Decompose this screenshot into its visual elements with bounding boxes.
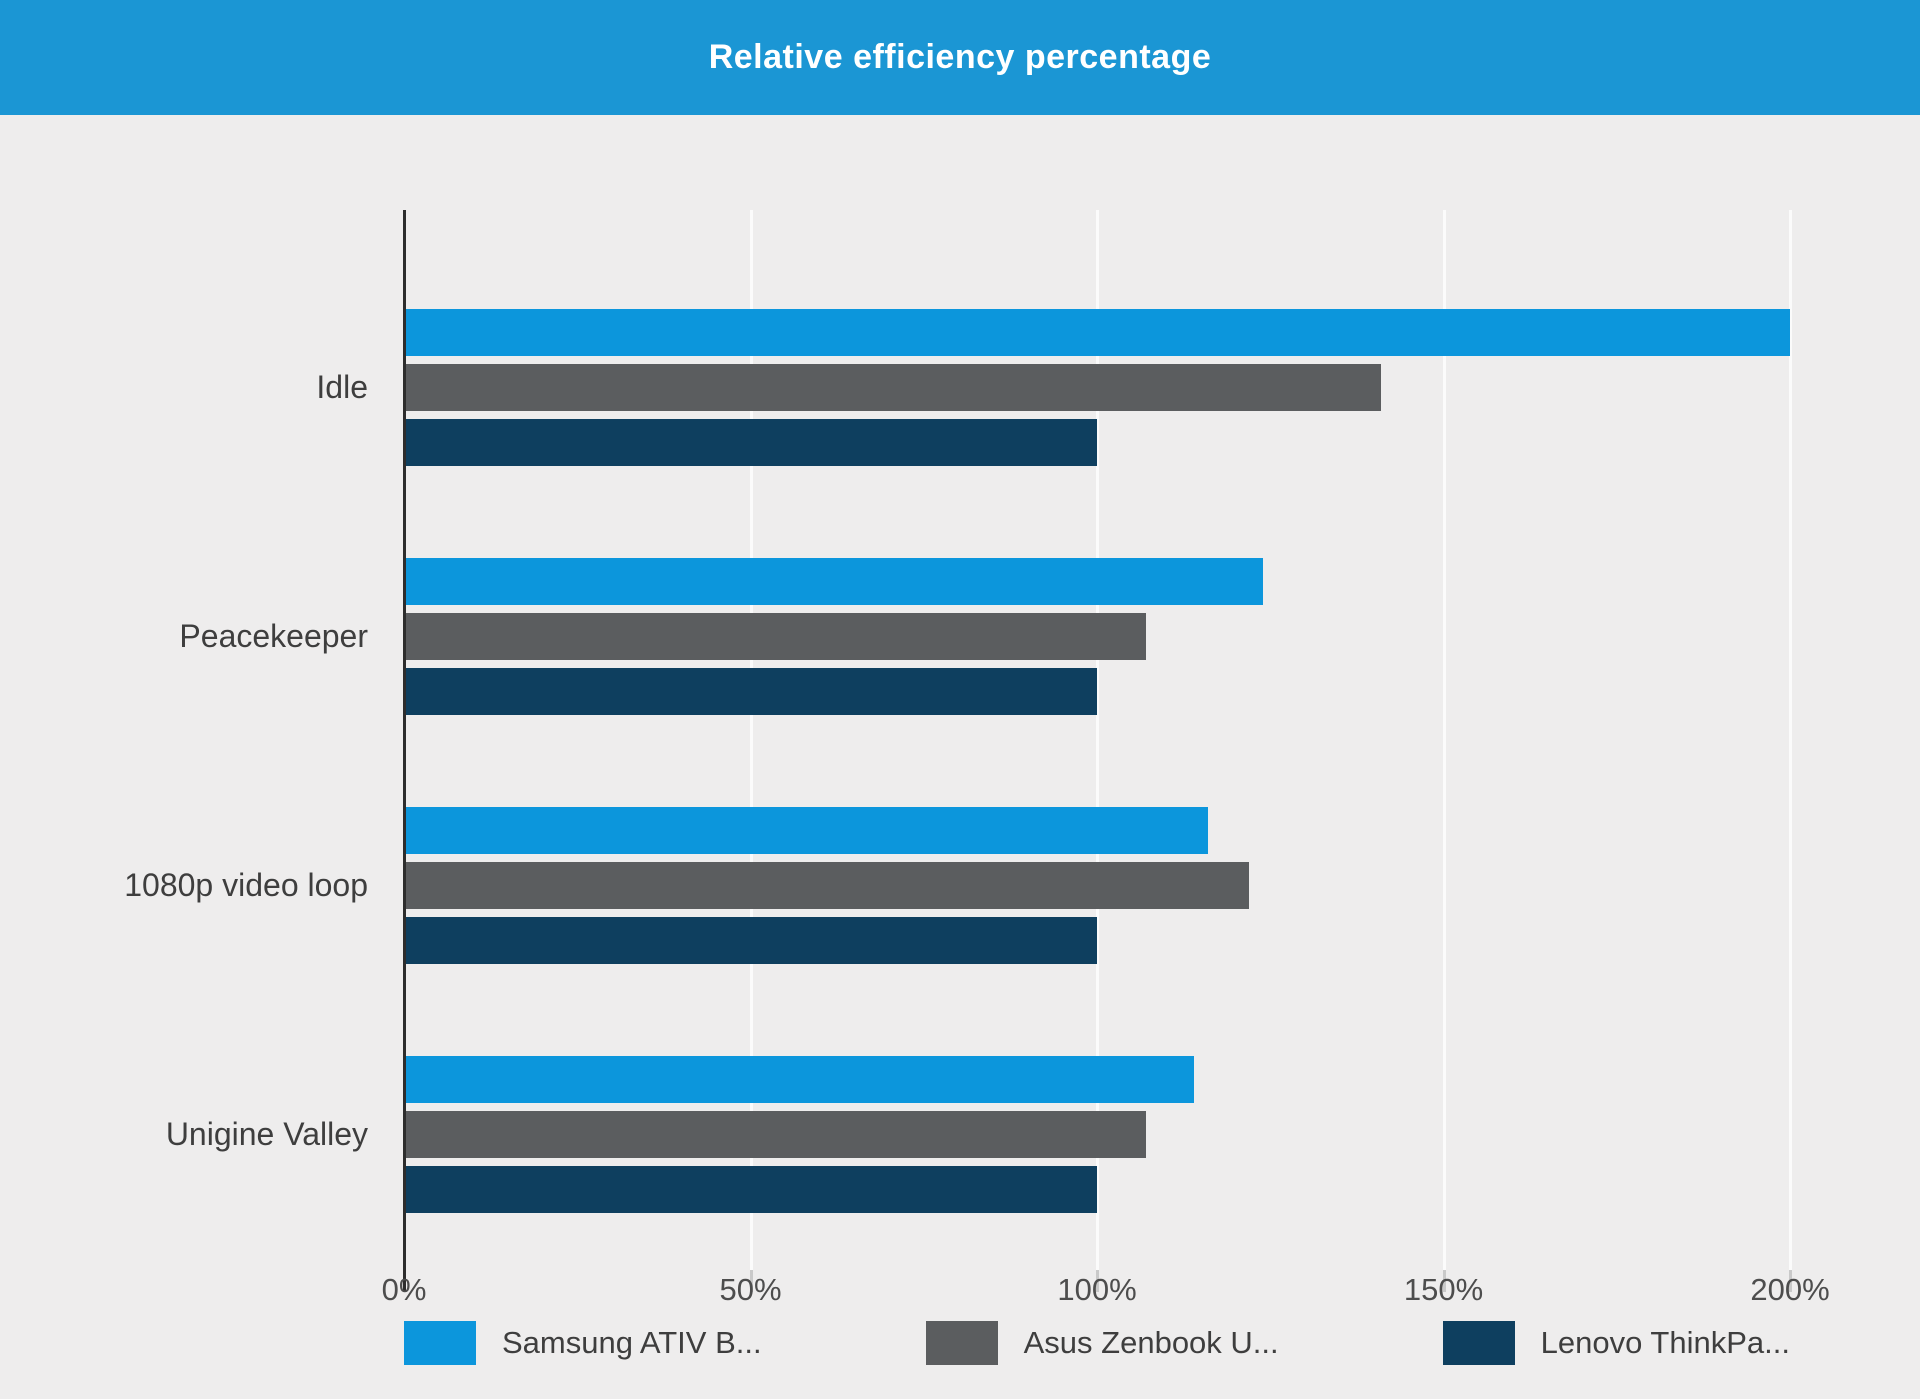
bar [404,613,1146,660]
axis-tick [749,1270,753,1292]
chart-title: Relative efficiency percentage [708,38,1212,76]
category-label: Idle [316,369,368,405]
bar [404,419,1097,466]
axis-baseline [403,210,406,1270]
legend-label: Asus Zenbook U... [1023,1325,1279,1360]
legend-item: Lenovo ThinkPa... [1442,1321,1790,1365]
legend-swatch [404,1321,476,1365]
gridline [1096,210,1099,1270]
x-axis-tick-label: 100% [1057,1272,1137,1307]
bar [404,364,1382,411]
bar-group [404,309,1790,466]
axis-tick [403,1270,406,1292]
x-axis-tick-label: 200% [1750,1272,1830,1307]
legend-item: Asus Zenbook U... [925,1321,1279,1365]
bar [404,309,1790,356]
x-axis-tick-label: 0% [381,1272,427,1307]
legend-label: Samsung ATIV B... [502,1325,762,1360]
x-axis-tick-label: 50% [719,1272,782,1307]
bar [404,917,1097,964]
legend: Samsung ATIV B... Asus Zenbook U... Lenovo… [404,1318,1790,1368]
legend-item: Samsung ATIV B... [404,1321,762,1365]
bar-group [404,807,1790,964]
category-label: Unigine Valley [165,1116,368,1152]
x-axis-tick-label: 150% [1403,1272,1484,1307]
bar-group [404,558,1790,715]
bar [404,558,1264,605]
category-label: Peacekeeper [179,618,368,654]
gridline [1442,210,1446,1270]
legend-swatch [925,1321,998,1365]
chart-title-bar: Relative efficiency percentage [0,0,1920,115]
bar [404,1056,1195,1103]
bar-group [404,1056,1790,1213]
gridline [749,210,753,1270]
plot-area [403,210,1792,1292]
bar [404,862,1250,909]
bar [404,668,1097,715]
legend-swatch [1442,1321,1515,1365]
legend-label: Lenovo ThinkPa... [1540,1325,1790,1360]
axis-tick [1442,1270,1446,1292]
bar [404,807,1208,854]
bar [404,1166,1097,1213]
category-label: 1080p video loop [124,867,368,903]
axis-tick [1096,1270,1099,1292]
axis-tick [1789,1270,1792,1292]
gridline [1789,210,1792,1270]
bar [404,1111,1146,1158]
